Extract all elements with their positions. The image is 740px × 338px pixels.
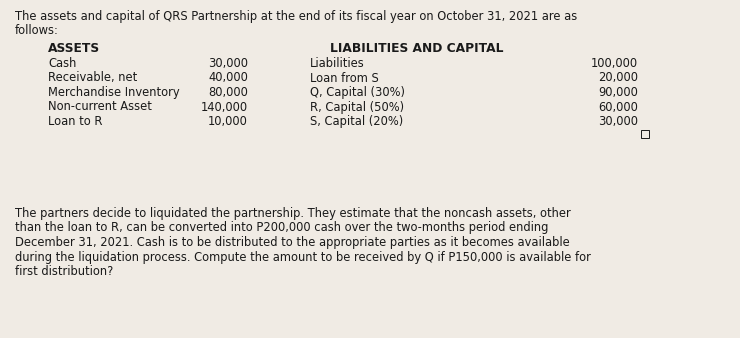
Text: Loan from S: Loan from S — [310, 72, 379, 84]
Bar — [641, 130, 649, 138]
Text: than the loan to R, can be converted into P200,000 cash over the two-months peri: than the loan to R, can be converted int… — [15, 221, 548, 235]
Text: R, Capital (50%): R, Capital (50%) — [310, 100, 404, 114]
Text: 30,000: 30,000 — [598, 115, 638, 128]
Text: follows:: follows: — [15, 24, 59, 37]
Text: during the liquidation process. Compute the amount to be received by Q if P150,0: during the liquidation process. Compute … — [15, 250, 591, 264]
Text: 20,000: 20,000 — [598, 72, 638, 84]
Text: 10,000: 10,000 — [208, 115, 248, 128]
Text: S, Capital (20%): S, Capital (20%) — [310, 115, 403, 128]
Text: first distribution?: first distribution? — [15, 265, 113, 278]
Text: The partners decide to liquidated the partnership. They estimate that the noncas: The partners decide to liquidated the pa… — [15, 207, 571, 220]
Text: 90,000: 90,000 — [598, 86, 638, 99]
Text: ASSETS: ASSETS — [48, 42, 100, 55]
Text: December 31, 2021. Cash is to be distributed to the appropriate parties as it be: December 31, 2021. Cash is to be distrib… — [15, 236, 570, 249]
Text: 60,000: 60,000 — [598, 100, 638, 114]
Text: Loan to R: Loan to R — [48, 115, 103, 128]
Text: 80,000: 80,000 — [208, 86, 248, 99]
Text: LIABILITIES AND CAPITAL: LIABILITIES AND CAPITAL — [330, 42, 503, 55]
Text: The assets and capital of QRS Partnership at the end of its fiscal year on Octob: The assets and capital of QRS Partnershi… — [15, 10, 577, 23]
Text: Merchandise Inventory: Merchandise Inventory — [48, 86, 180, 99]
Text: Q, Capital (30%): Q, Capital (30%) — [310, 86, 405, 99]
Text: Cash: Cash — [48, 57, 76, 70]
Text: Non-current Asset: Non-current Asset — [48, 100, 152, 114]
Text: 30,000: 30,000 — [208, 57, 248, 70]
Text: 140,000: 140,000 — [201, 100, 248, 114]
Text: 100,000: 100,000 — [591, 57, 638, 70]
Text: 40,000: 40,000 — [208, 72, 248, 84]
Text: Receivable, net: Receivable, net — [48, 72, 137, 84]
Text: Liabilities: Liabilities — [310, 57, 365, 70]
